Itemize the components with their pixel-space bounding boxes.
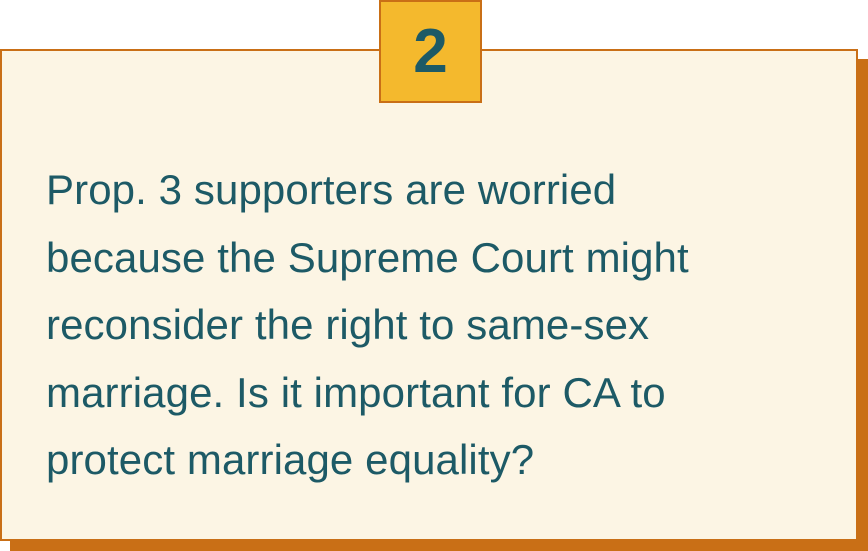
badge-number: 2 [413,16,448,86]
question-line: marriage. Is it important for CA to [46,368,666,416]
question-text: Prop. 3 supporters are worried because t… [46,156,836,494]
number-badge: 2 [379,0,482,103]
question-line: protect marriage equality? [46,436,535,483]
question-line: reconsider the right to same-sex [46,301,650,348]
question-line: because the Supreme Court might [46,233,689,281]
question-card [0,49,858,541]
question-line: Prop. 3 supporters are worried [46,166,617,213]
